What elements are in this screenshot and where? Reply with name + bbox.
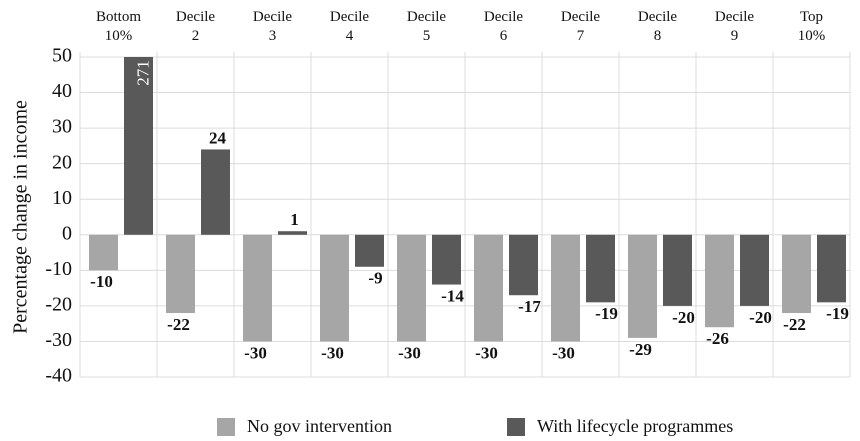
bar [320, 234, 349, 342]
bar [705, 234, 734, 328]
data-label: -30 [552, 343, 575, 362]
data-label: -30 [321, 343, 344, 362]
data-label: -30 [475, 343, 498, 362]
data-label: -22 [783, 315, 806, 334]
x-tick-label: Decile 7 [560, 9, 601, 44]
bar [586, 234, 615, 303]
bar [628, 234, 657, 338]
bar [474, 234, 503, 342]
x-tick-label: Decile 6 [483, 9, 524, 44]
bar [432, 234, 461, 285]
y-tick-label: -30 [45, 329, 72, 351]
bar [201, 149, 230, 235]
y-tick-label: -40 [45, 365, 72, 387]
x-tick-label: Decile 8 [637, 9, 678, 44]
bar [782, 234, 811, 313]
bar [89, 234, 118, 271]
bar [355, 234, 384, 267]
legend-item: No gov intervention [217, 416, 392, 437]
bar [243, 234, 272, 342]
x-tick-label: Decile 3 [252, 9, 293, 44]
x-tick-label: Top 10% [797, 9, 826, 44]
bar [278, 231, 307, 235]
x-tick-label: Decile 2 [175, 9, 216, 44]
data-label: 271 [133, 60, 152, 86]
y-tick-label: 20 [52, 151, 72, 173]
bar [817, 234, 846, 303]
data-label: -19 [826, 304, 849, 323]
data-label: -19 [595, 304, 618, 323]
data-label: -30 [244, 343, 267, 362]
bar [397, 234, 426, 342]
legend-label: With lifecycle programmes [537, 416, 734, 436]
y-tick-label: 0 [62, 222, 72, 244]
legend-label: No gov intervention [247, 416, 392, 436]
bar [663, 234, 692, 306]
bar [509, 234, 538, 296]
data-label: -9 [368, 269, 382, 288]
y-tick-label: -10 [45, 258, 72, 280]
bar [166, 234, 195, 313]
x-tick-label: Decile 9 [714, 9, 755, 44]
legend-swatch [507, 417, 525, 436]
legend-item: With lifecycle programmes [507, 416, 733, 437]
data-label: -20 [749, 308, 772, 327]
x-tick-label: Decile 4 [329, 9, 370, 44]
data-label: -29 [629, 340, 652, 359]
plot-area [89, 57, 846, 342]
y-tick-label: -20 [45, 293, 72, 315]
y-tick-label: 10 [52, 187, 72, 209]
legend-swatch [217, 417, 235, 436]
data-label: -20 [672, 308, 695, 327]
y-tick-label: 40 [52, 80, 72, 102]
data-label: -26 [706, 329, 729, 348]
data-labels: -10 271 -22 24 -30 1 -30 -9 -30 -14 -30 -17 -30 -19 -2… [90, 60, 849, 362]
y-axis-title: Percentage change in income [10, 100, 32, 334]
data-label: -17 [518, 297, 541, 316]
data-label: 1 [290, 210, 299, 229]
x-tick-label: Bottom 10% [95, 9, 141, 44]
data-label: -22 [167, 315, 190, 334]
y-tick-label: 30 [52, 116, 72, 138]
data-label: -10 [90, 272, 113, 291]
x-tick-label: Decile 5 [406, 9, 447, 44]
data-label: -30 [398, 343, 421, 362]
data-label: 24 [209, 128, 227, 147]
y-tick-label: 50 [52, 45, 72, 67]
data-label: -14 [441, 286, 464, 305]
bar [740, 234, 769, 306]
bar [551, 234, 580, 342]
bar [124, 57, 153, 235]
